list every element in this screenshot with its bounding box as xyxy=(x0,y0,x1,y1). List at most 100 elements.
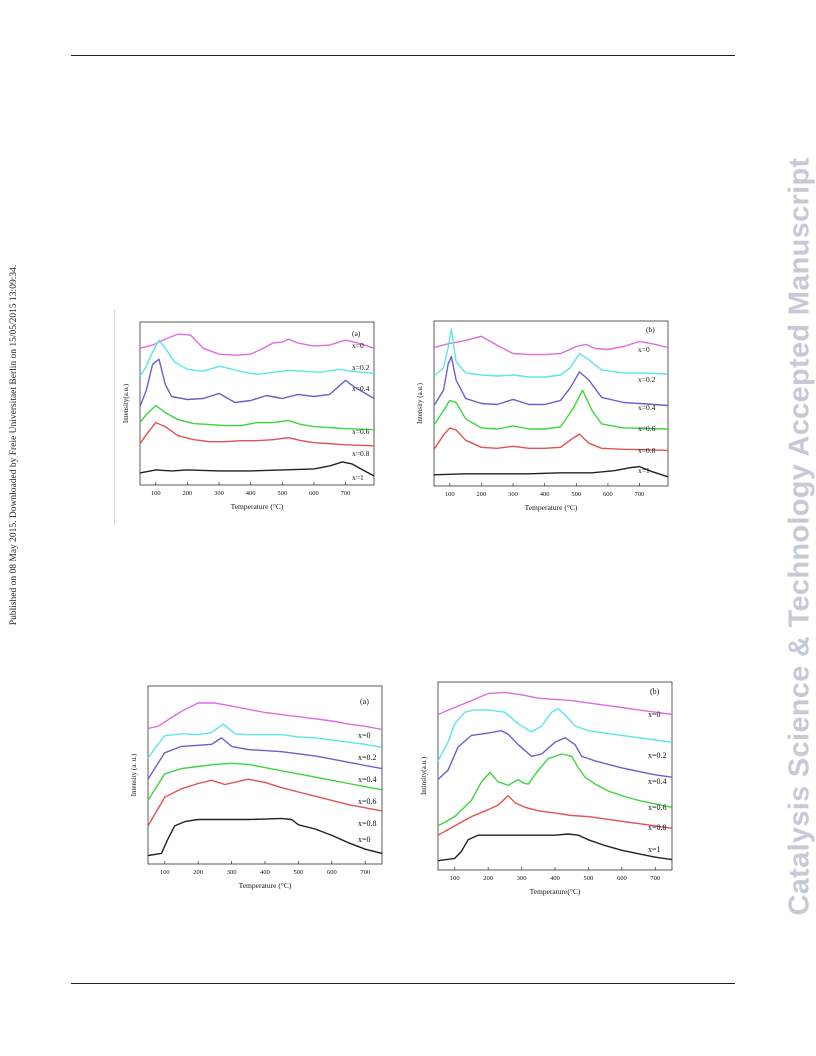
series-line-2 xyxy=(139,339,375,377)
series-line-5 xyxy=(433,427,669,452)
series-line-6 xyxy=(139,461,375,477)
series-line-4 xyxy=(139,404,375,431)
series-line-4 xyxy=(437,753,673,827)
panel-label: (a) xyxy=(360,697,369,706)
chart-bottom-b: 100 200 300 400 500 600 700 x=0 x=0.2 x=0.4 x=0.6 x… xyxy=(420,681,673,896)
x-tick-label: 200 xyxy=(483,875,493,882)
x-tick-label: 100 xyxy=(450,875,460,882)
x-tick-label: 600 xyxy=(327,869,337,876)
x-tick-label: 300 xyxy=(517,875,527,882)
series-line-1 xyxy=(139,333,375,356)
x-tick-label: 400 xyxy=(246,490,256,497)
series-label: x=1 xyxy=(352,473,364,482)
series-line-2 xyxy=(147,723,383,759)
plot-frame xyxy=(433,320,669,487)
series-line-1 xyxy=(437,691,673,716)
series-line-3 xyxy=(437,730,673,781)
watermark: Catalysis Science & Technology Accepted … xyxy=(780,0,816,1056)
x-tick-label: 700 xyxy=(635,491,645,498)
series-line-2 xyxy=(433,328,669,378)
x-tick-label: 300 xyxy=(214,490,224,497)
series-label: x=0.4 xyxy=(638,403,656,412)
header-rule xyxy=(71,55,735,56)
x-tick-label: 700 xyxy=(650,875,660,882)
series-label: x=0 xyxy=(638,345,650,354)
series-line-3 xyxy=(147,737,383,780)
figure-frame-line xyxy=(114,309,115,524)
x-tick-label: 200 xyxy=(477,491,487,498)
series-line-5 xyxy=(139,421,375,447)
series-label: x=0 xyxy=(358,731,371,740)
x-axis-title: Temperature (°C) xyxy=(231,502,284,511)
y-axis-title: Intensity (a.u.) xyxy=(416,382,424,424)
x-tick-label: 400 xyxy=(550,875,560,882)
x-tick-label: 700 xyxy=(360,869,370,876)
x-tick-label: 200 xyxy=(183,490,193,497)
series-line-5 xyxy=(437,795,673,836)
x-tick-label: 100 xyxy=(445,491,455,498)
series-label: x=0.6 xyxy=(358,797,377,806)
plot-frame xyxy=(139,321,375,486)
y-axis-title: Intensity(a.u.) xyxy=(122,383,130,423)
series-label: x=0 xyxy=(648,710,661,719)
series-line-4 xyxy=(147,762,383,801)
x-tick-label: 500 xyxy=(584,875,594,882)
series-line-3 xyxy=(433,355,669,407)
series-label: x=0.8 xyxy=(358,819,377,828)
panel-label: (b) xyxy=(646,325,655,334)
publication-note-text: Published on 08 May 2015. Downloaded by … xyxy=(9,264,19,626)
x-tick-label: 500 xyxy=(294,869,304,876)
x-axis-title: Temperature (°C) xyxy=(239,881,292,890)
series-line-2 xyxy=(437,708,673,762)
panel-label: (b) xyxy=(650,687,660,696)
series-label: x=0.6 xyxy=(638,424,656,433)
chart-top-b: 100 200 300 400 500 600 700 x=0 x=0.2 x=0.4 x=0.6 x… xyxy=(416,320,669,512)
series-label: x=0.8 xyxy=(638,446,656,455)
series-line-6 xyxy=(433,465,669,478)
series-line-1 xyxy=(147,702,383,731)
series-label: x=0.8 xyxy=(648,823,667,832)
series-label: x=0.2 xyxy=(358,753,377,762)
x-tick-label: 200 xyxy=(193,869,203,876)
series-label: x=0.4 xyxy=(358,775,377,784)
x-axis-title: Temperature (°C) xyxy=(525,503,578,512)
series-label: x=0.2 xyxy=(638,375,656,384)
series-label: x=0.8 xyxy=(352,449,370,458)
series-line-5 xyxy=(147,778,383,827)
series-label: x=0.4 xyxy=(648,777,667,786)
chart-top-a: 100 200 300 400 500 600 700 x=0 x=0.2 x=0.4 x=0.6 x… xyxy=(122,321,375,511)
x-tick-label: 300 xyxy=(227,869,237,876)
x-tick-label: 500 xyxy=(571,491,581,498)
y-axis-title: Intinsity(a.u.) xyxy=(420,756,428,795)
x-tick-label: 400 xyxy=(540,491,550,498)
x-tick-label: 300 xyxy=(508,491,518,498)
series-label: x=0.4 xyxy=(352,384,370,393)
series-label: x=0.6 xyxy=(648,803,667,812)
series-line-6 xyxy=(437,833,673,862)
y-axis-title: Intensity (a. u.) xyxy=(130,753,138,796)
chart-bottom-a: 100 200 300 400 500 600 700 x=0 x=0.2 x=0.4 x=0.6 x… xyxy=(130,685,383,890)
x-tick-label: 100 xyxy=(151,490,161,497)
series-line-6 xyxy=(147,817,383,857)
series-label: x=0 xyxy=(358,835,371,844)
x-axis-title: Temperature(°C) xyxy=(530,887,581,896)
series-label: x=1 xyxy=(648,845,661,854)
series-line-3 xyxy=(139,358,375,407)
series-label: x=0.2 xyxy=(648,751,667,760)
x-tick-label: 600 xyxy=(309,490,319,497)
x-tick-label: 600 xyxy=(603,491,613,498)
x-tick-label: 400 xyxy=(260,869,270,876)
series-label: x=0.6 xyxy=(352,427,370,436)
series-line-1 xyxy=(433,335,669,356)
publication-note: Published on 08 May 2015. Downloaded by … xyxy=(9,0,26,1056)
series-label: x=0.2 xyxy=(352,363,370,372)
x-tick-label: 100 xyxy=(160,869,170,876)
x-tick-label: 600 xyxy=(617,875,627,882)
footer-rule xyxy=(71,983,735,984)
series-label: x=1 xyxy=(638,466,650,475)
series-label: x=0 xyxy=(352,341,364,350)
series-line-4 xyxy=(433,389,669,430)
watermark-text: Catalysis Science & Technology Accepted … xyxy=(783,157,816,916)
panel-label: (a) xyxy=(352,329,361,338)
x-tick-label: 500 xyxy=(277,490,287,497)
